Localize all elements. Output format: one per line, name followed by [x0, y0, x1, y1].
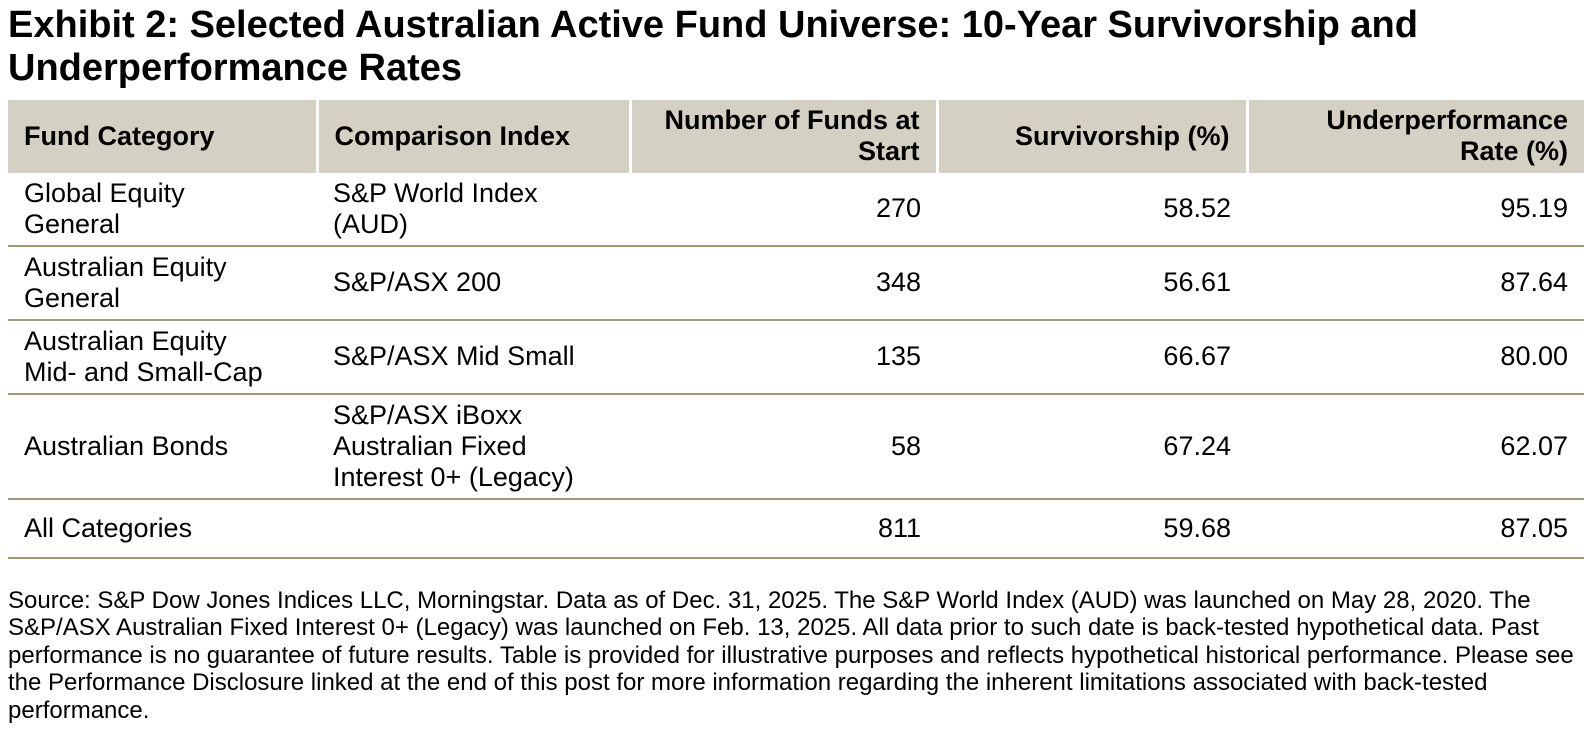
cell-fund-category: Australian Equity General — [8, 245, 317, 321]
table-body: Global Equity General S&P World Index (A… — [8, 172, 1584, 559]
source-note: Source: S&P Dow Jones Indices LLC, Morni… — [8, 586, 1574, 724]
header-row: Fund Category Comparison Index Number of… — [8, 99, 1584, 173]
cell-underperformance-rate: 87.05 — [1247, 498, 1584, 559]
cell-number-of-funds: 270 — [630, 172, 937, 247]
fund-survivorship-table: Fund Category Comparison Index Number of… — [8, 99, 1584, 559]
page-title: Exhibit 2: Selected Australian Active Fu… — [8, 4, 1418, 89]
cell-number-of-funds: 58 — [630, 393, 937, 500]
cell-number-of-funds: 811 — [630, 498, 937, 559]
table-header: Fund Category Comparison Index Number of… — [8, 99, 1584, 173]
cell-number-of-funds: 135 — [630, 319, 937, 395]
table-row: Australian Bonds S&P/ASX iBoxx Australia… — [8, 393, 1584, 500]
cell-comparison-index: S&P/ASX Mid Small — [317, 319, 630, 395]
cell-underperformance-rate: 62.07 — [1247, 393, 1584, 500]
cell-survivorship: 59.68 — [937, 498, 1247, 559]
cell-survivorship: 58.52 — [937, 172, 1247, 247]
cell-comparison-index: S&P World Index (AUD) — [317, 172, 630, 247]
cell-survivorship: 67.24 — [937, 393, 1247, 500]
cell-underperformance-rate: 87.64 — [1247, 245, 1584, 321]
cell-survivorship: 56.61 — [937, 245, 1247, 321]
cell-comparison-index: S&P/ASX iBoxx Australian Fixed Interest … — [317, 393, 630, 500]
cell-underperformance-rate: 80.00 — [1247, 319, 1584, 395]
cell-comparison-index: S&P/ASX 200 — [317, 245, 630, 321]
cell-comparison-index — [317, 498, 630, 559]
column-header-survivorship: Survivorship (%) — [935, 99, 1247, 173]
table-row: Australian Equity Mid- and Small-Cap S&P… — [8, 319, 1584, 395]
column-header-fund-category: Fund Category — [8, 99, 317, 173]
cell-fund-category: Australian Equity Mid- and Small-Cap — [8, 319, 317, 395]
column-header-comparison-index: Comparison Index — [315, 99, 630, 173]
table-row: All Categories 811 59.68 87.05 — [8, 498, 1584, 559]
cell-underperformance-rate: 95.19 — [1247, 172, 1584, 247]
cell-fund-category: Global Equity General — [8, 172, 317, 247]
cell-fund-category: Australian Bonds — [8, 393, 317, 500]
cell-number-of-funds: 348 — [630, 245, 937, 321]
column-header-underperformance-rate: Underperformance Rate (%) — [1245, 99, 1584, 173]
table-row: Global Equity General S&P World Index (A… — [8, 172, 1584, 247]
table-row: Australian Equity General S&P/ASX 200 34… — [8, 245, 1584, 321]
column-header-number-of-funds: Number of Funds at Start — [628, 99, 937, 173]
cell-survivorship: 66.67 — [937, 319, 1247, 395]
cell-fund-category: All Categories — [8, 498, 317, 559]
